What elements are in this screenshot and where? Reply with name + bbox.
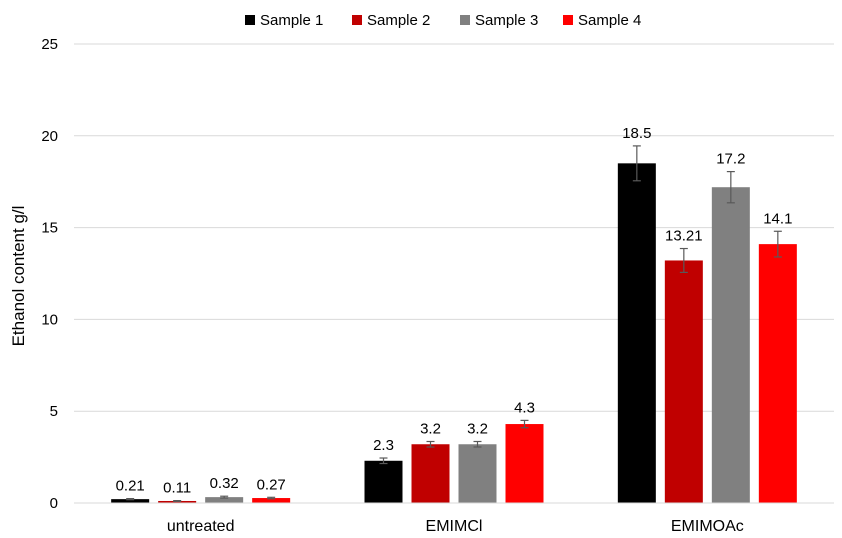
error-bar — [473, 440, 482, 448]
legend-label: Sample 2 — [367, 12, 430, 29]
error-bar — [679, 247, 688, 273]
bar-emimoac-sample-2 — [664, 260, 703, 503]
data-label: 13.21 — [665, 228, 703, 245]
legend-item-sample-4: Sample 4 — [563, 12, 641, 29]
bar-emimcl-sample-1 — [364, 460, 403, 503]
error-bar — [520, 419, 529, 429]
y-axis-title: Ethanol content g/l — [9, 206, 28, 347]
error-bar — [726, 171, 735, 204]
bar-untreated-sample-3 — [205, 497, 244, 503]
error-bar — [379, 457, 388, 465]
error-bar — [773, 230, 782, 258]
y-tick-label: 25 — [41, 36, 58, 53]
legend-swatch — [352, 15, 362, 25]
data-label: 14.1 — [763, 210, 792, 227]
data-labels: 0.21 0.11 0.32 0.27 2.3 3.2 3.2 4.3 18.5 13.21 17.… — [116, 125, 793, 497]
error-bar — [220, 495, 229, 499]
data-label: 0.27 — [257, 476, 286, 493]
bar-untreated-sample-1 — [111, 499, 150, 503]
bar-emimcl-sample-4 — [505, 424, 544, 503]
error-bar — [173, 500, 182, 502]
error-bar — [126, 497, 135, 501]
y-axis-ticks: 0 5 10 15 20 25 — [41, 36, 58, 512]
legend-label: Sample 1 — [260, 12, 323, 29]
bar-emimoac-sample-4 — [758, 244, 797, 503]
data-label: 3.2 — [420, 420, 441, 437]
data-label: 0.21 — [116, 478, 145, 495]
gridlines — [74, 43, 834, 412]
data-label: 4.3 — [514, 399, 535, 416]
y-tick-label: 20 — [41, 128, 58, 145]
category-labels: untreated EMIMCl EMIMOAc — [167, 518, 744, 535]
legend-swatch — [460, 15, 470, 25]
y-tick-label: 10 — [41, 311, 58, 328]
error-bar — [267, 496, 276, 500]
legend-item-sample-2: Sample 2 — [352, 12, 430, 29]
legend-item-sample-1: Sample 1 — [245, 12, 323, 29]
bar-emimoac-sample-3 — [711, 187, 750, 503]
bar-emimoac-sample-1 — [617, 163, 656, 503]
category-label-emimoac: EMIMOAc — [671, 518, 744, 535]
data-label: 3.2 — [467, 420, 488, 437]
data-label: 18.5 — [622, 125, 651, 142]
y-tick-label: 5 — [50, 403, 58, 420]
legend: Sample 1 Sample 2 Sample 3 Sample 4 — [245, 12, 641, 29]
bar-emimcl-sample-2 — [411, 444, 450, 503]
legend-item-sample-3: Sample 3 — [460, 12, 538, 29]
y-tick-label: 15 — [41, 220, 58, 237]
legend-swatch — [563, 15, 573, 25]
data-label: 0.32 — [210, 475, 239, 492]
bar-untreated-sample-4 — [252, 498, 291, 503]
data-label: 2.3 — [373, 437, 394, 454]
data-label: 17.2 — [716, 151, 745, 168]
category-label-untreated: untreated — [167, 518, 235, 535]
error-bar — [426, 440, 435, 448]
y-tick-label: 0 — [50, 495, 58, 512]
legend-label: Sample 4 — [578, 12, 641, 29]
error-bars — [126, 145, 782, 502]
error-bar — [632, 145, 641, 182]
bar-untreated-sample-2 — [158, 500, 197, 503]
data-label: 0.11 — [163, 480, 191, 497]
legend-label: Sample 3 — [475, 12, 538, 29]
category-label-emimcl: EMIMCl — [426, 518, 483, 535]
bars — [111, 163, 797, 503]
bar-emimcl-sample-3 — [458, 444, 497, 503]
legend-swatch — [245, 15, 255, 25]
